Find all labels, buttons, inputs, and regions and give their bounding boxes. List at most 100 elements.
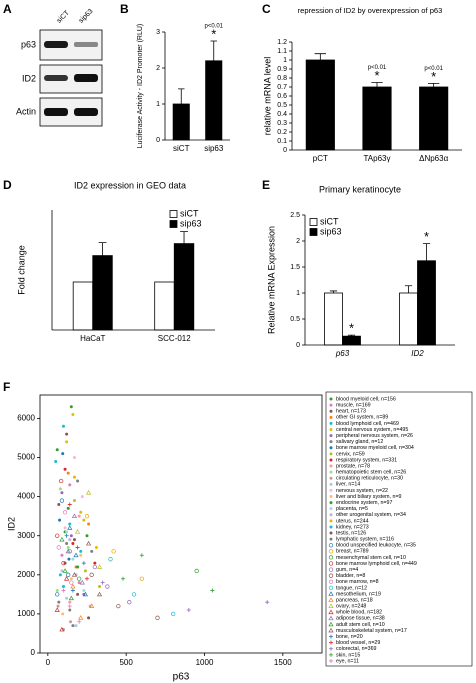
data-point: [55, 592, 60, 597]
data-point: [57, 502, 61, 506]
error-bar: [98, 242, 107, 256]
data-point: [93, 561, 97, 565]
error-bar: [210, 40, 217, 61]
x-tick-label: HaCaT: [80, 334, 105, 343]
data-point: [210, 588, 215, 593]
data-point: [59, 626, 65, 632]
band: [74, 42, 98, 47]
y-tick-label: 0.2: [277, 129, 287, 136]
legend-label: tongue, n=12: [336, 585, 367, 591]
data-point: [59, 536, 65, 542]
significance-star: *: [349, 321, 354, 336]
data-point: [76, 479, 80, 483]
legend-marker: [328, 615, 334, 621]
data-point: [74, 624, 78, 628]
legend-label: bone marrow lymphoid cell, n=449: [336, 561, 417, 567]
legend-marker: [328, 555, 334, 560]
data-point: [92, 564, 97, 570]
x-tick-label: 500: [119, 658, 133, 667]
legend-marker: [329, 525, 333, 529]
data-point: [186, 608, 191, 612]
data-point: [55, 533, 60, 538]
legend-marker: [329, 409, 333, 413]
chart-title: Primary keratinocyte: [319, 184, 401, 194]
data-point: [65, 548, 71, 554]
legend-marker: [329, 488, 333, 492]
bar: [324, 292, 343, 346]
legend-label: heart, n=173: [336, 409, 366, 415]
data-point: [69, 620, 73, 624]
significance-star: *: [211, 26, 216, 41]
data-point: [131, 592, 137, 597]
legend-marker: [328, 549, 334, 554]
y-tick-label: 0: [156, 137, 160, 144]
legend-marker: [329, 646, 333, 651]
data-point: [82, 518, 86, 522]
significance-star: *: [374, 68, 379, 83]
data-point: [116, 603, 121, 609]
legend-marker: [329, 428, 333, 431]
data-point: [72, 538, 76, 542]
y-tick-label: 0.3: [277, 120, 287, 127]
legend-marker: [329, 652, 333, 657]
data-point: [85, 534, 89, 538]
data-point: [76, 565, 80, 569]
data-point: [59, 498, 65, 503]
data-point: [56, 604, 60, 608]
legend-label: mesenchymal stem cell, n=10: [336, 555, 406, 561]
p-value: p<0.01: [368, 65, 387, 71]
data-point: [60, 491, 64, 495]
legend-label: liver, n=14: [336, 482, 360, 488]
legend-marker: [329, 634, 333, 639]
legend-label: cervix, n=59: [336, 451, 365, 457]
y-tick-label: 2: [156, 65, 160, 72]
data-point: [62, 424, 65, 428]
legend-marker: [329, 531, 333, 535]
data-point: [71, 542, 75, 546]
data-point: [66, 471, 70, 475]
data-point: [74, 529, 81, 534]
legend-label: blood myeloid cell, n=156: [336, 396, 396, 402]
x-tick-label: p63: [335, 349, 350, 358]
x-tick-label: siCT: [173, 144, 190, 153]
significance-star: *: [431, 69, 436, 84]
legend-label: peripheral nervous system, n=26: [336, 433, 413, 439]
legend-label: other GI system, n=89: [336, 415, 388, 421]
bar: [172, 103, 190, 141]
y-axis-label: Fold change: [16, 245, 26, 295]
legend-label: colorectal, n=369: [336, 646, 377, 652]
data-point: [127, 600, 132, 605]
data-point: [265, 600, 270, 605]
legend-marker: [329, 482, 333, 486]
y-axis-label: relative mRNA level: [262, 57, 272, 136]
y-tick-label: 6000: [17, 414, 35, 423]
error-bar: [347, 334, 356, 337]
y-tick-label: 0.8: [277, 75, 287, 82]
y-tick-label: 0: [31, 648, 36, 657]
y-axis-label: Relative mRNA Expression: [266, 226, 276, 334]
legend-marker: [329, 658, 333, 663]
data-point: [70, 583, 76, 589]
legend-label: muscle, n=169: [336, 403, 371, 409]
panel-letter: F: [3, 380, 10, 394]
legend-marker: [329, 513, 333, 517]
x-tick-label: ΔNp63α: [419, 154, 448, 163]
p-value: p<0.01: [204, 24, 223, 30]
data-point: [82, 591, 89, 597]
panel-letter: E: [262, 178, 270, 192]
band: [74, 74, 98, 82]
data-point: [82, 588, 86, 592]
legend-label: sip63: [320, 226, 342, 236]
error-bar: [422, 243, 431, 261]
legend-marker: [329, 640, 333, 645]
legend-marker: [329, 537, 333, 541]
panel-letter: D: [3, 178, 12, 192]
data-point: [108, 557, 113, 562]
data-point: [70, 588, 75, 593]
data-point: [67, 604, 72, 609]
legend-label: hematopoietic stem cell, n=26: [336, 470, 406, 476]
bar: [205, 60, 223, 141]
band: [44, 75, 68, 81]
x-axis-label: p63: [173, 672, 190, 683]
data-point: [83, 569, 87, 573]
